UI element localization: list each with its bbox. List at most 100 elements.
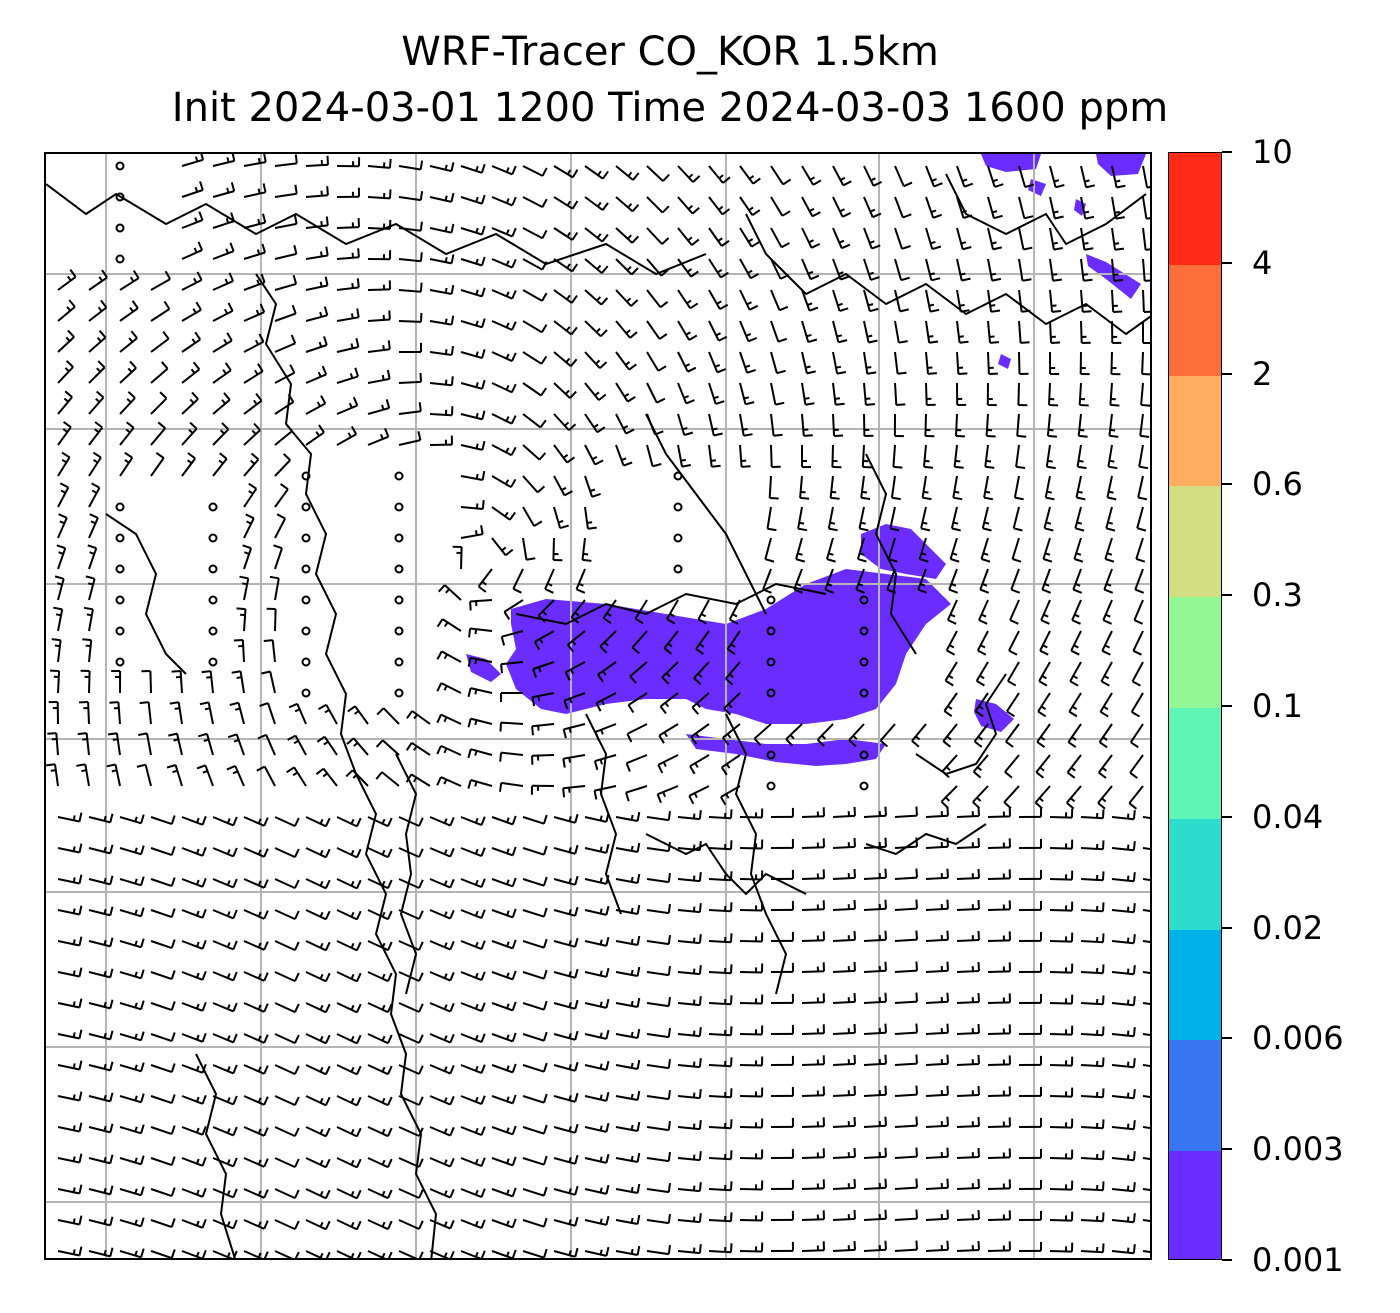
wind-barb bbox=[946, 599, 958, 625]
wind-barb bbox=[227, 733, 245, 756]
wind-barb bbox=[677, 1151, 702, 1162]
wind-barb bbox=[677, 996, 702, 1007]
wind-barb bbox=[499, 781, 524, 792]
wind-barb bbox=[770, 382, 785, 406]
wind-barb bbox=[708, 1026, 733, 1037]
wind-barb bbox=[429, 1157, 455, 1168]
wind-barb bbox=[826, 537, 836, 563]
wind-barb bbox=[646, 289, 669, 309]
wind-barb bbox=[801, 1117, 825, 1128]
wind-barb bbox=[150, 1125, 176, 1136]
wind-barb bbox=[646, 810, 671, 822]
calm-wind-circle bbox=[301, 471, 311, 481]
wind-barb bbox=[88, 906, 114, 917]
wind-barb bbox=[150, 270, 171, 291]
wind-barb bbox=[181, 1187, 207, 1198]
wind-barb bbox=[119, 1124, 145, 1135]
wind-barb bbox=[832, 961, 856, 973]
wind-barb bbox=[863, 1054, 887, 1066]
wind-barb bbox=[708, 351, 727, 374]
calm-wind-circle bbox=[394, 471, 404, 481]
wind-barb bbox=[677, 1027, 702, 1038]
wind-barb bbox=[1142, 816, 1150, 820]
wind-barb bbox=[1098, 723, 1113, 749]
wind-barb bbox=[987, 900, 1011, 911]
wind-barb bbox=[553, 289, 578, 304]
wind-barb bbox=[460, 847, 486, 858]
wind-barb bbox=[181, 877, 207, 888]
calm-wind-circle bbox=[208, 595, 218, 605]
tracer-region bbox=[466, 654, 501, 682]
wind-barb bbox=[274, 214, 298, 229]
wind-barb bbox=[1013, 475, 1024, 501]
wind-barb bbox=[832, 413, 844, 437]
wind-barb bbox=[57, 329, 75, 353]
wind-barb bbox=[646, 351, 667, 372]
wind-barb bbox=[956, 1178, 980, 1190]
wind-barb bbox=[119, 451, 134, 477]
wind-barb bbox=[1073, 537, 1084, 563]
wind-barb bbox=[212, 909, 238, 920]
wind-barb bbox=[863, 165, 883, 187]
wind-barb bbox=[119, 938, 145, 949]
wind-barb bbox=[429, 315, 455, 326]
wind-barb bbox=[739, 932, 764, 943]
wind-barb bbox=[770, 1086, 794, 1097]
wind-barb bbox=[770, 289, 789, 312]
wind-barb bbox=[987, 962, 1011, 973]
wind-barb bbox=[894, 1085, 918, 1097]
wind-barb bbox=[975, 661, 989, 687]
wind-barb bbox=[181, 421, 198, 446]
wind-barb bbox=[243, 1064, 269, 1075]
wind-barb bbox=[212, 362, 232, 384]
wind-barb bbox=[562, 754, 586, 768]
wind-barb bbox=[405, 773, 431, 787]
wind-barb bbox=[656, 785, 679, 804]
wind-barb bbox=[832, 351, 847, 375]
wind-barb bbox=[212, 452, 228, 477]
wind-barb bbox=[1049, 1180, 1074, 1191]
wind-barb bbox=[243, 909, 269, 920]
wind-barb bbox=[691, 692, 710, 715]
wind-barb bbox=[305, 1157, 331, 1169]
wind-barb bbox=[181, 301, 202, 322]
wind-barb bbox=[398, 252, 423, 263]
wind-barb bbox=[274, 244, 298, 260]
map-title-line1: WRF-Tracer CO_KOR 1.5km bbox=[401, 29, 939, 75]
wind-barb bbox=[243, 1033, 269, 1044]
wind-barb bbox=[181, 391, 199, 415]
wind-barb bbox=[1080, 1057, 1105, 1068]
wind-barb bbox=[956, 806, 980, 818]
wind-barb bbox=[832, 1085, 856, 1097]
wind-barb bbox=[522, 227, 548, 240]
wind-barb bbox=[987, 1241, 1011, 1252]
wind-barb bbox=[708, 933, 733, 944]
wind-barb bbox=[367, 250, 392, 261]
wind-barb bbox=[1080, 1088, 1105, 1099]
wind-barb bbox=[398, 282, 423, 293]
wind-barb bbox=[863, 227, 881, 250]
wind-barb bbox=[801, 1179, 825, 1190]
wind-barb bbox=[1005, 723, 1020, 748]
wind-barb bbox=[1133, 599, 1144, 625]
wind-barb bbox=[274, 816, 300, 828]
wind-barb bbox=[832, 806, 856, 818]
wind-barb bbox=[274, 304, 297, 322]
wind-barb bbox=[615, 1245, 641, 1256]
wind-barb bbox=[921, 475, 932, 501]
wind-barb bbox=[460, 816, 486, 827]
wind-barb bbox=[150, 421, 166, 446]
wind-barb bbox=[553, 1216, 579, 1227]
tracer-region bbox=[861, 524, 946, 579]
wind-barb bbox=[1069, 661, 1082, 687]
wind-barb bbox=[181, 1218, 207, 1229]
wind-barb bbox=[212, 1250, 238, 1258]
wind-barb bbox=[1038, 661, 1051, 687]
wind-barb bbox=[952, 475, 963, 501]
wind-barb bbox=[243, 392, 263, 415]
wind-barb bbox=[168, 732, 183, 756]
wind-barb bbox=[1111, 1089, 1136, 1100]
wind-barb bbox=[1111, 965, 1136, 976]
wind-barb bbox=[584, 1091, 610, 1102]
wind-barb bbox=[987, 993, 1011, 1004]
